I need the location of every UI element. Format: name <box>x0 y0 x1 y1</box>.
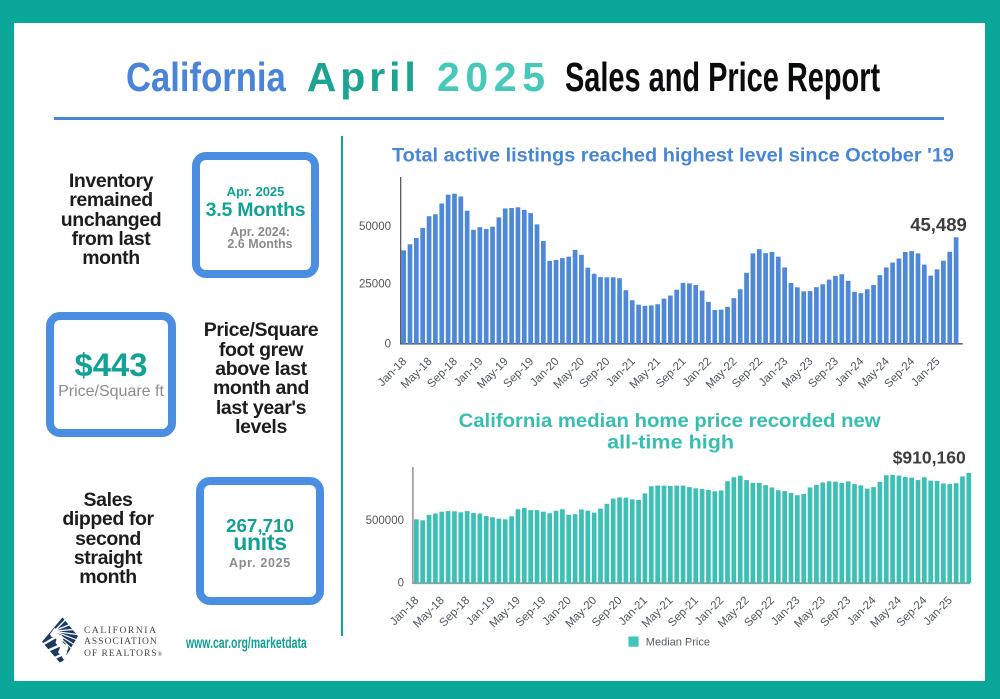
svg-text:$910,160: $910,160 <box>893 448 966 468</box>
svg-text:0: 0 <box>385 338 391 350</box>
svg-text:all-time high: all-time high <box>607 432 734 454</box>
svg-text:25000: 25000 <box>359 279 391 291</box>
svg-text:Total active listings reached: Total active listings reached highest le… <box>392 145 954 167</box>
svg-text:Jan-25: Jan-25 <box>909 356 942 389</box>
svg-text:45,489: 45,489 <box>910 214 967 235</box>
svg-text:50000: 50000 <box>359 221 391 233</box>
svg-text:Median Price: Median Price <box>646 636 710 648</box>
svg-text:500000: 500000 <box>366 515 404 527</box>
svg-text:Jan-25: Jan-25 <box>922 595 955 628</box>
svg-text:California median home price r: California median home price recorded ne… <box>459 410 882 432</box>
svg-text:0: 0 <box>398 578 404 590</box>
